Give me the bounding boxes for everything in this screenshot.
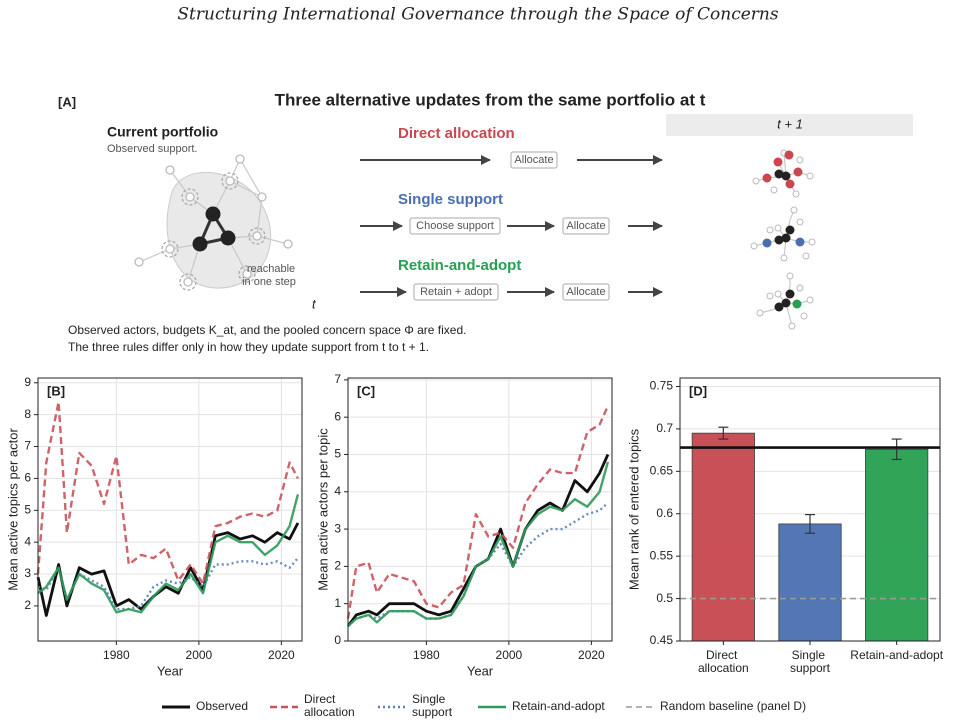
note: Observed actors, budgets K_at, and the p… <box>68 323 466 337</box>
plot-frame <box>679 377 941 642</box>
series-line <box>37 494 300 614</box>
page-title: Structuring International Governance thr… <box>177 5 778 25</box>
plot-frame <box>37 377 303 642</box>
step-label: Allocate <box>514 154 553 166</box>
series-line <box>346 453 610 627</box>
x-axis-label: Year <box>467 663 494 678</box>
panel-a: [A] Three alternative updates from the s… <box>58 90 913 354</box>
y-tick-label: 0 <box>334 633 341 647</box>
series-line <box>36 400 299 585</box>
y-tick-label: 1 <box>334 596 341 610</box>
legend-label: Random baseline (panel D) <box>660 699 806 713</box>
rule-name: Retain-and-adopt <box>398 257 521 274</box>
x-tick-label: Single support <box>790 648 831 675</box>
x-tick-label: 2000 <box>496 648 523 662</box>
y-tick-label: 8 <box>24 407 31 421</box>
rule-name: Direct allocation <box>398 125 515 142</box>
plot-frame <box>347 377 613 642</box>
x-tick-label: Direct allocation <box>698 648 749 675</box>
y-tick-label: 0.6 <box>656 506 673 520</box>
panel-label: [B] <box>47 383 65 398</box>
y-tick-label: 3 <box>24 566 31 580</box>
reachable-label: in one step <box>242 276 296 288</box>
y-tick-label: 9 <box>24 375 31 389</box>
step-label: Choose support <box>416 220 494 232</box>
y-tick-label: 5 <box>24 502 31 516</box>
x-tick-label: 2000 <box>186 648 213 662</box>
step-box <box>413 283 499 301</box>
step-box <box>562 283 610 301</box>
y-tick-label: 0.55 <box>650 548 674 562</box>
y-tick-label: 7 <box>24 439 31 453</box>
x-tick-label: Retain-and-adopt <box>850 648 943 662</box>
next-label: t + 1 <box>777 116 803 131</box>
step-label: Retain + adopt <box>420 286 492 298</box>
y-tick-label: 2 <box>334 559 341 573</box>
y-tick-label: 0.65 <box>650 463 674 477</box>
y-tick-label: 2 <box>24 598 31 612</box>
panel-label: [D] <box>689 383 707 398</box>
series-line <box>36 522 300 617</box>
series-line <box>347 461 610 627</box>
legend-label: Direct allocation <box>304 692 355 719</box>
y-tick-label: 7 <box>334 372 341 386</box>
y-tick-label: 5 <box>334 447 341 461</box>
y-tick-label: 4 <box>24 534 31 548</box>
x-tick-label: 1980 <box>103 648 130 662</box>
y-tick-label: 3 <box>334 521 341 535</box>
y-axis-label: Mean active actors per topic <box>315 428 330 591</box>
y-axis-label: Mean active topics per actor <box>5 428 20 591</box>
y-tick-label: 6 <box>334 409 341 423</box>
bar <box>778 523 842 642</box>
next-graphs <box>750 149 816 330</box>
x-axis-label: Year <box>157 663 184 678</box>
next-header <box>666 114 913 136</box>
step-label: Allocate <box>566 220 605 232</box>
bar <box>865 448 929 642</box>
y-tick-label: 0.7 <box>656 421 673 435</box>
portfolio-graph <box>134 154 293 291</box>
x-tick-label: 1980 <box>413 648 440 662</box>
x-tick-label: 2020 <box>268 648 295 662</box>
note: The three rules differ only in how they … <box>68 340 429 354</box>
panel-label: [C] <box>357 383 375 398</box>
step-box <box>562 217 610 235</box>
y-tick-label: 0.5 <box>656 591 673 605</box>
reachable-label: reachable <box>247 263 295 275</box>
legend-label: Observed <box>196 699 248 713</box>
legend-label: Single support <box>412 692 453 719</box>
bar <box>691 432 755 642</box>
time-label: t <box>312 296 317 311</box>
series-line <box>346 405 609 619</box>
panel-title: Three alternative updates from the same … <box>275 90 706 109</box>
x-tick-label: 2020 <box>578 648 605 662</box>
y-tick-label: 0.75 <box>650 379 674 393</box>
y-tick-label: 4 <box>334 484 341 498</box>
step-box <box>409 217 501 235</box>
rule-name: Single support <box>398 191 503 208</box>
legend-label: Retain-and-adopt <box>512 699 605 713</box>
y-tick-label: 6 <box>24 471 31 485</box>
y-axis-label: Mean rank of entered topics <box>626 428 641 590</box>
step-box <box>510 151 558 169</box>
current-title: Current portfolio <box>107 124 218 140</box>
step-label: Allocate <box>566 286 605 298</box>
y-tick-label: 0.45 <box>650 633 674 647</box>
panel-label: [A] <box>58 94 76 109</box>
current-subtitle: Observed support. <box>107 143 198 155</box>
